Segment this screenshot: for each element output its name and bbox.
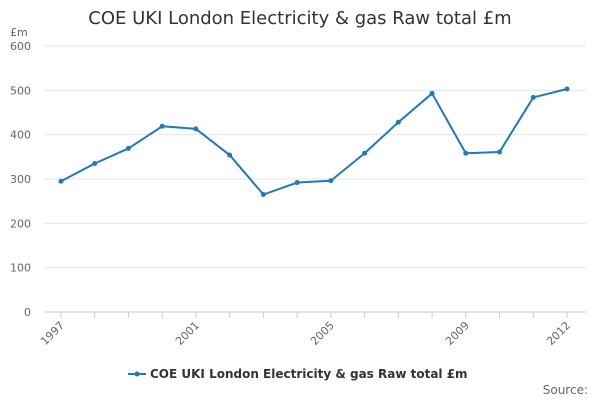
legend[interactable]: COE UKI London Electricity & gas Raw tot…	[128, 367, 468, 381]
x-axis-ticks: 1997 2001 2005 2009 2012	[38, 312, 573, 348]
legend-label: COE UKI London Electricity & gas Raw tot…	[150, 367, 468, 381]
y-tick-label: 600	[10, 40, 31, 53]
x-tick-label: 2005	[308, 319, 337, 348]
data-point[interactable]	[395, 119, 401, 125]
y-tick-label: 400	[10, 129, 31, 142]
data-point[interactable]	[193, 126, 199, 132]
y-tick-label: 0	[24, 306, 31, 319]
data-point[interactable]	[58, 178, 64, 184]
x-tick-label: 1997	[38, 319, 67, 348]
y-tick-label: 500	[10, 84, 31, 97]
data-point[interactable]	[227, 152, 233, 158]
data-point[interactable]	[564, 86, 570, 92]
y-tick-label: 100	[10, 262, 31, 275]
data-point[interactable]	[429, 90, 435, 96]
gridlines	[44, 45, 586, 313]
data-point[interactable]	[294, 180, 300, 186]
series-line	[60, 88, 568, 196]
y-axis-unit: £m	[10, 26, 28, 39]
data-point[interactable]	[92, 160, 98, 166]
data-point[interactable]	[530, 94, 536, 100]
chart-title: COE UKI London Electricity & gas Raw tot…	[88, 8, 511, 29]
x-tick-label: 2012	[544, 319, 573, 348]
data-point[interactable]	[328, 178, 334, 184]
source-label: Source:	[543, 383, 588, 397]
legend-marker	[134, 371, 140, 377]
series-group	[58, 86, 570, 198]
data-point[interactable]	[125, 145, 131, 151]
data-point[interactable]	[260, 192, 266, 198]
y-tick-label: 200	[10, 217, 31, 230]
y-axis-ticks: 0 100 200 300 400 500 600	[10, 40, 31, 319]
data-point[interactable]	[463, 150, 469, 156]
x-tick-label: 2001	[173, 319, 202, 348]
y-tick-label: 300	[10, 173, 31, 186]
x-tick-label: 2009	[443, 319, 472, 348]
data-point[interactable]	[159, 123, 165, 129]
data-point[interactable]	[362, 150, 368, 156]
data-point[interactable]	[497, 149, 503, 155]
